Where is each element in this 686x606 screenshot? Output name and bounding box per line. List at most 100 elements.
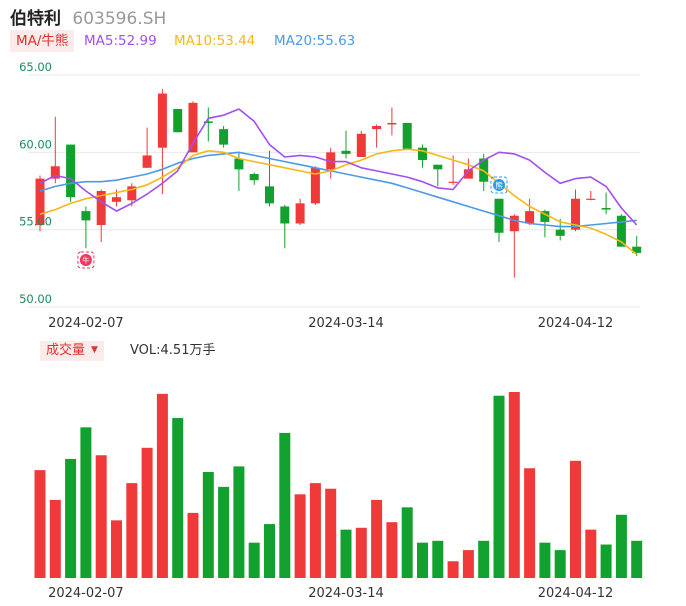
volume-bar (248, 542, 260, 578)
volume-bar (355, 527, 367, 578)
candle-body (418, 147, 427, 161)
volume-bar (539, 542, 551, 578)
volume-bar (508, 392, 520, 578)
volume-tab-label: 成交量 (46, 343, 86, 358)
volume-bar (447, 561, 459, 578)
candle-body (50, 166, 60, 179)
candle-body (540, 211, 550, 222)
stock-title: 伯特利 603596.SH (10, 4, 166, 29)
volume-bar (615, 514, 627, 578)
candle-body (601, 208, 611, 210)
candle-body (402, 122, 412, 150)
caret-down-icon: ▼ (91, 345, 98, 355)
candle-body (509, 215, 519, 232)
volume-bar (386, 522, 398, 578)
candle-body (234, 158, 244, 170)
stock-code: 603596.SH (72, 9, 167, 29)
candle-body (142, 155, 152, 168)
candle-body (571, 198, 580, 230)
y-tick-label: 55.00 (19, 215, 52, 229)
candle-body (525, 211, 535, 224)
ma20-legend: MA20:55.63 (274, 33, 356, 49)
signal-badges: 牛熊 (77, 176, 508, 269)
volume-bar (80, 427, 92, 578)
volume-bar (294, 494, 306, 578)
candle-body (356, 133, 366, 157)
candle-body (448, 181, 458, 183)
volume-bar (493, 395, 505, 578)
ma-lines (39, 108, 638, 256)
ma5-line (39, 108, 638, 226)
volume-bar (570, 460, 581, 578)
volume-bar (585, 529, 597, 578)
volume-bar (187, 512, 199, 578)
candle-body (96, 191, 106, 226)
candle-body (295, 203, 305, 224)
volume-bar (126, 483, 138, 578)
price-axis: 65.00 60.00 55.00 50.00 (19, 60, 52, 306)
volume-bar (34, 470, 46, 578)
ma-indicator-tab[interactable]: MA/牛熊 (10, 30, 75, 52)
candle-body (555, 229, 565, 236)
price-grid (28, 74, 640, 308)
candle-body (280, 206, 290, 224)
badge-frame (77, 251, 95, 269)
date-axis-price: 2024-02-07 2024-03-14 2024-04-12 (48, 316, 613, 331)
volume-bar (111, 520, 122, 578)
badge-dot (493, 179, 505, 191)
candle-body (35, 178, 45, 226)
date-axis-volume: 2024-02-07 2024-03-14 2024-04-12 (48, 586, 613, 601)
volume-bar (478, 540, 490, 578)
candle-body (157, 93, 167, 148)
x-tick-label: 2024-04-12 (538, 586, 614, 601)
volume-bar (309, 483, 321, 578)
volume-bar (49, 499, 61, 578)
badge-frame (490, 176, 508, 194)
volume-bar (141, 447, 153, 578)
ma20-line (39, 151, 637, 228)
volume-bar (233, 466, 245, 578)
volume-bar (600, 544, 612, 578)
volume-bar (417, 542, 428, 578)
candle-body (188, 102, 198, 153)
volume-bar (524, 468, 536, 578)
ma10-line (39, 148, 638, 256)
volume-bar (279, 432, 291, 578)
y-tick-label: 65.00 (19, 60, 52, 74)
volume-bar (371, 499, 383, 578)
candle-body (433, 164, 443, 170)
candle-body (341, 150, 351, 154)
x-tick-label: 2024-04-12 (538, 316, 614, 331)
y-tick-label: 60.00 (19, 137, 52, 151)
ma5-legend: MA5:52.99 (84, 33, 157, 49)
candle-body (127, 186, 137, 201)
candle-body (173, 109, 183, 133)
candle-body (249, 173, 259, 181)
volume-bar (401, 507, 413, 578)
candle-body (310, 167, 320, 204)
volume-indicator-tab[interactable]: 成交量 ▼ (40, 341, 104, 361)
stock-name: 伯特利 (10, 9, 61, 29)
candle-body (372, 126, 382, 130)
candle-series (35, 88, 642, 278)
candle-body (616, 215, 626, 247)
x-tick-label: 2024-02-07 (48, 586, 124, 601)
x-tick-label: 2024-02-07 (48, 316, 124, 331)
candle-body (81, 211, 91, 221)
candle-body (265, 186, 274, 204)
candle-body (219, 129, 229, 145)
candle-body (463, 169, 473, 179)
x-tick-label: 2024-03-14 (308, 316, 384, 331)
volume-bar (462, 550, 474, 578)
volume-bar (631, 540, 643, 578)
volume-value: VOL:4.51万手 (130, 343, 216, 358)
candle-body (632, 246, 642, 253)
badge-label: 熊 (495, 180, 503, 190)
volume-bar (340, 529, 352, 578)
volume-bars (34, 392, 643, 578)
x-tick-label: 2024-03-14 (308, 586, 384, 601)
volume-bar (202, 471, 214, 578)
candle-body (586, 198, 596, 200)
candle-body (66, 144, 76, 198)
